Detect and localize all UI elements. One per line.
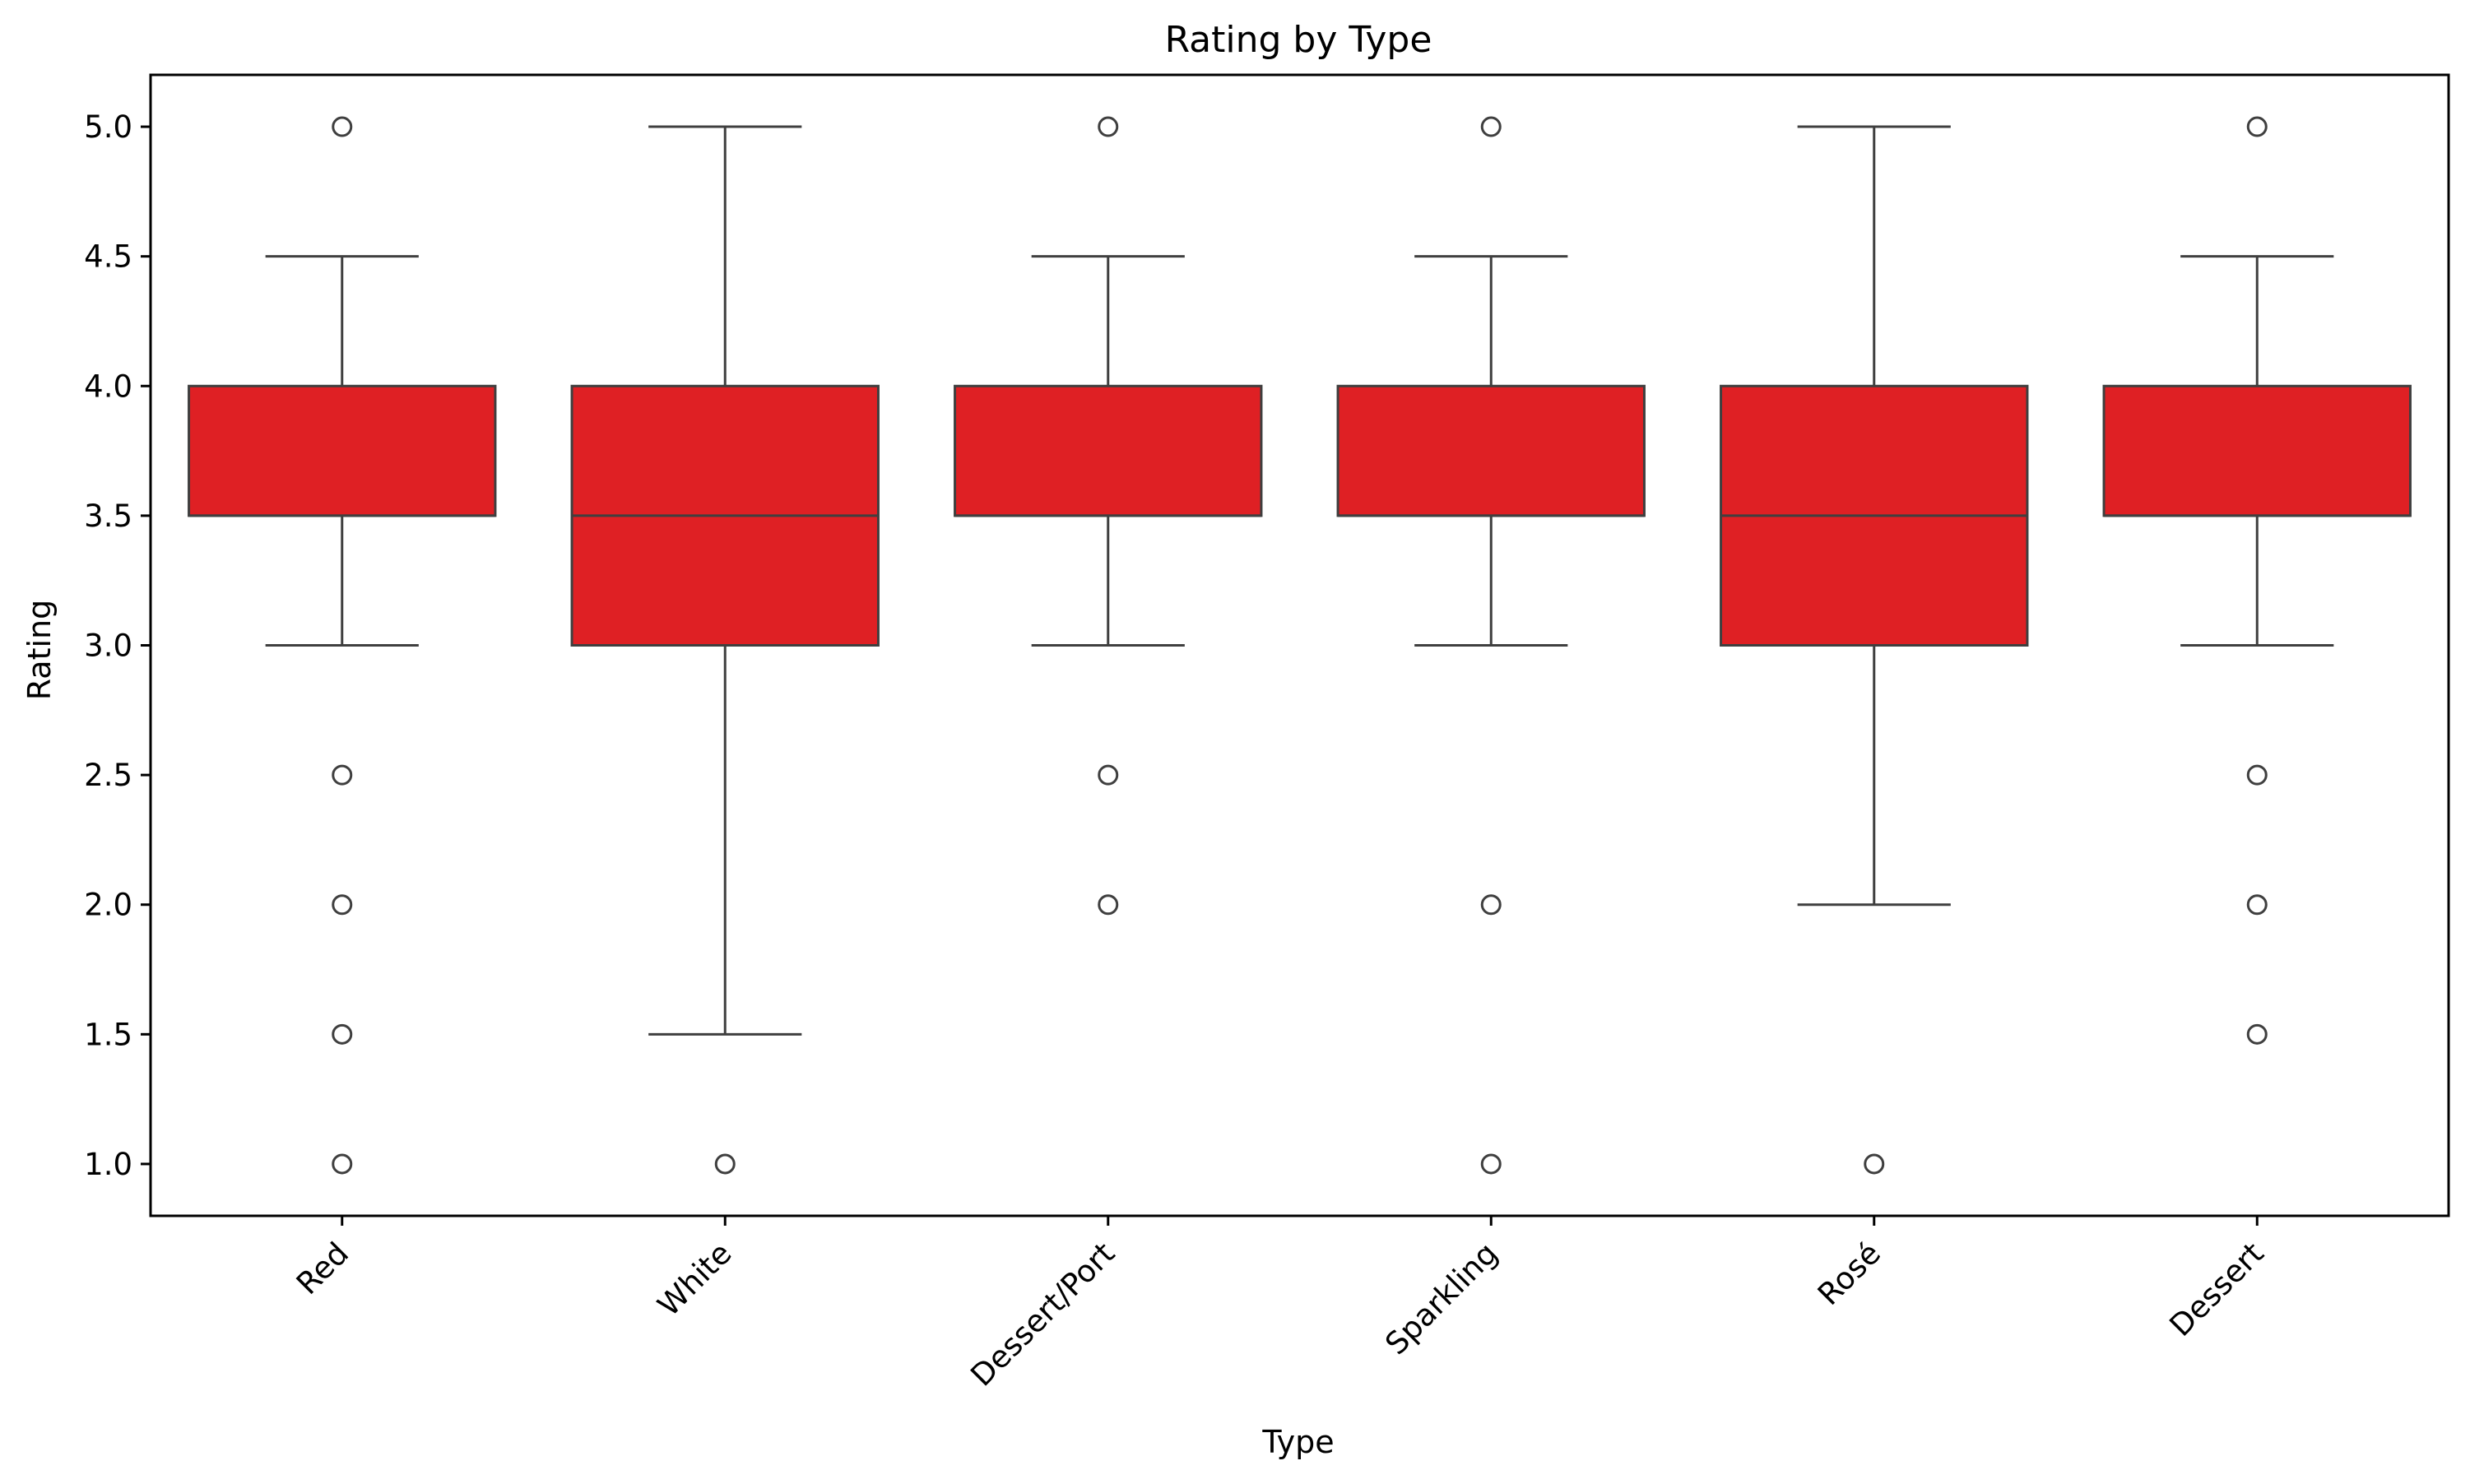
y-tick-label: 1.0 — [84, 1147, 132, 1182]
plot-marks — [188, 116, 2412, 1175]
x-tick-label: Dessert/Port — [963, 1236, 1121, 1394]
outlier-point — [1098, 764, 1119, 786]
iqr-box — [2102, 384, 2412, 517]
outlier-point — [332, 894, 353, 916]
plot-frame — [149, 73, 2450, 1217]
outlier-point — [1098, 894, 1119, 916]
outlier-point — [1480, 894, 1502, 916]
outlier-point — [2246, 116, 2268, 137]
outlier-point — [1098, 116, 1119, 137]
box-group-5 — [2102, 116, 2412, 1045]
outlier-point — [714, 1153, 736, 1175]
x-tick-label: White — [651, 1236, 738, 1323]
x-tick-label: Red — [290, 1236, 355, 1301]
iqr-box — [954, 384, 1263, 517]
outlier-point — [332, 764, 353, 786]
y-axis-label: Rating — [21, 600, 58, 701]
outlier-point — [1864, 1153, 1885, 1175]
y-tick-label: 4.5 — [84, 239, 132, 275]
y-tick-label: 3.0 — [84, 628, 132, 664]
x-tick-label: Rosé — [1811, 1236, 1887, 1312]
box-group-3 — [1336, 116, 1646, 1175]
box-group-2 — [954, 116, 1263, 916]
y-tick-label: 4.0 — [84, 369, 132, 404]
iqr-box — [1336, 384, 1646, 517]
box-group-4 — [1720, 125, 2029, 1175]
outlier-point — [332, 1153, 353, 1175]
outlier-point — [2246, 894, 2268, 916]
y-tick-label: 5.0 — [84, 109, 132, 145]
y-axis: 1.0 1.5 2.0 2.5 3.0 3.5 4.0 4.5 5.0 — [84, 109, 151, 1182]
y-tick-label: 3.5 — [84, 499, 132, 534]
outlier-point — [332, 116, 353, 137]
x-tick-label: Dessert — [2163, 1236, 2271, 1343]
outlier-point — [332, 1023, 353, 1045]
iqr-box — [188, 384, 497, 517]
outlier-point — [1480, 116, 1502, 137]
outlier-point — [2246, 1023, 2268, 1045]
x-tick-label: Sparkling — [1378, 1236, 1504, 1361]
outlier-point — [2246, 764, 2268, 786]
x-axis-label: Type — [1261, 1424, 1334, 1460]
box-group-0 — [188, 116, 497, 1175]
box-group-1 — [570, 125, 880, 1175]
x-axis: Red White Dessert/Port Sparkling Rosé Dessert — [290, 1216, 2271, 1394]
chart-title: Rating by Type — [1165, 19, 1432, 61]
y-tick-label: 1.5 — [84, 1017, 132, 1052]
y-tick-label: 2.0 — [84, 888, 132, 923]
y-tick-label: 2.5 — [84, 758, 132, 793]
outlier-point — [1480, 1153, 1502, 1175]
